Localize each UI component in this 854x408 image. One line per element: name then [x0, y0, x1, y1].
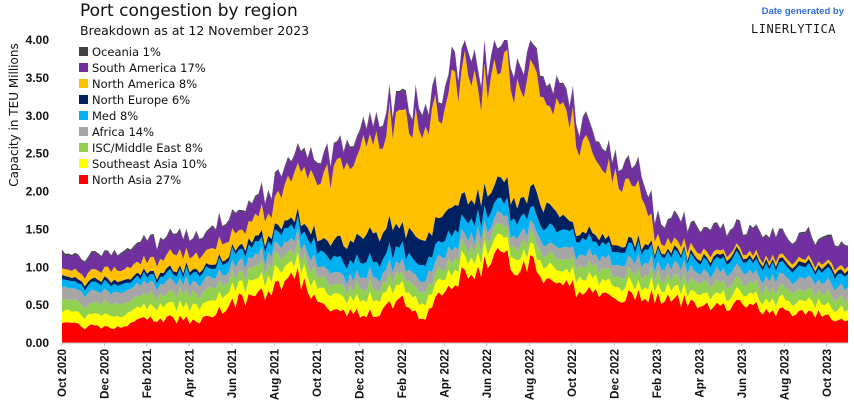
- x-tick-label: Oct 2022: [567, 349, 579, 397]
- legend-label-north-europe-6: North Europe 6%: [92, 93, 190, 107]
- x-tick-label: Apr 2023: [694, 349, 706, 398]
- legend-swatch-southeast-asia-10: [79, 159, 88, 168]
- area-north-asia: [62, 247, 848, 343]
- area-north-europe: [62, 176, 848, 291]
- y-tick-label: 4.00: [26, 33, 50, 47]
- x-tick-label: Feb 2021: [142, 348, 154, 398]
- x-tick-label: Dec 2020: [100, 349, 112, 399]
- y-tick-label: 3.50: [26, 71, 50, 85]
- legend-label-north-america-8: North America 8%: [92, 77, 197, 91]
- legend-swatch-isc-middle-east-8: [79, 143, 88, 152]
- legend-swatch-south-america-17: [79, 63, 88, 72]
- chart-title: Port congestion by region: [80, 1, 298, 21]
- legend-label-south-america-17: South America 17%: [92, 61, 206, 75]
- y-tick-label: 0.00: [26, 336, 50, 350]
- stacked-areas: [62, 40, 848, 343]
- area-north-america: [62, 49, 848, 287]
- chart-subtitle: Breakdown as at 12 November 2023: [80, 23, 309, 38]
- legend-label-africa-14: Africa 14%: [92, 125, 154, 139]
- x-tick-label: Apr 2021: [185, 348, 197, 397]
- x-tick-label: Oct 2023: [822, 349, 834, 397]
- legend-swatch-north-america-8: [79, 79, 88, 88]
- x-tick-label: Aug 2023: [779, 349, 791, 400]
- y-tick-label: 2.50: [26, 147, 50, 161]
- y-tick-label: 1.00: [26, 260, 50, 274]
- legend-label-isc-middle-east-8: ISC/Middle East 8%: [92, 141, 203, 155]
- x-tick-label: Aug 2021: [269, 348, 281, 400]
- legend-label-oceania-1: Oceania 1%: [92, 45, 161, 59]
- y-tick-label: 3.00: [26, 109, 50, 123]
- x-axis: Oct 2020 Dec 2020 Feb 2021 Apr 2021 Jun 2021…: [57, 342, 848, 400]
- y-tick-label: 2.00: [26, 185, 50, 199]
- legend-label-north-asia-27: North Asia 27%: [92, 173, 181, 187]
- y-axis: 0.00 0.50 1.00 1.50 2.00 2.50 3.00 3.50 4.00: [26, 33, 50, 350]
- credit-line: Date generated by: [762, 6, 845, 17]
- legend-swatch-north-europe-6: [79, 95, 88, 104]
- y-axis-label: Capacity in TEU Millions: [7, 43, 21, 186]
- legend-label-med-8: Med 8%: [92, 109, 138, 123]
- x-tick-label: Jun 2022: [482, 349, 494, 398]
- legend-swatch-oceania-1: [79, 47, 88, 56]
- x-tick-label: Dec 2021: [354, 348, 366, 398]
- credit-brand: LINERLYTICA: [751, 22, 836, 36]
- x-tick-label: Aug 2022: [524, 349, 536, 400]
- x-tick-label: Oct 2020: [57, 349, 69, 397]
- legend: Oceania 1% South America 17% North America…: [79, 45, 207, 187]
- legend-swatch-north-asia-27: [79, 175, 88, 184]
- x-tick-label: Apr 2022: [439, 349, 451, 398]
- legend-swatch-africa-14: [79, 127, 88, 136]
- x-tick-label: Jun 2023: [737, 349, 749, 398]
- x-tick-label: Feb 2023: [652, 349, 664, 398]
- area-south-america: [62, 40, 848, 279]
- y-tick-label: 1.50: [26, 222, 50, 236]
- x-tick-label: Jun 2021: [227, 348, 239, 398]
- x-tick-label: Feb 2022: [397, 349, 409, 398]
- x-tick-label: Oct 2021: [312, 348, 324, 397]
- area-southeast-asia: [62, 233, 848, 330]
- x-tick-label: Dec 2022: [609, 349, 621, 399]
- legend-label-southeast-asia-10: Southeast Asia 10%: [92, 157, 207, 171]
- y-tick-label: 0.50: [26, 298, 50, 312]
- legend-swatch-med-8: [79, 111, 88, 120]
